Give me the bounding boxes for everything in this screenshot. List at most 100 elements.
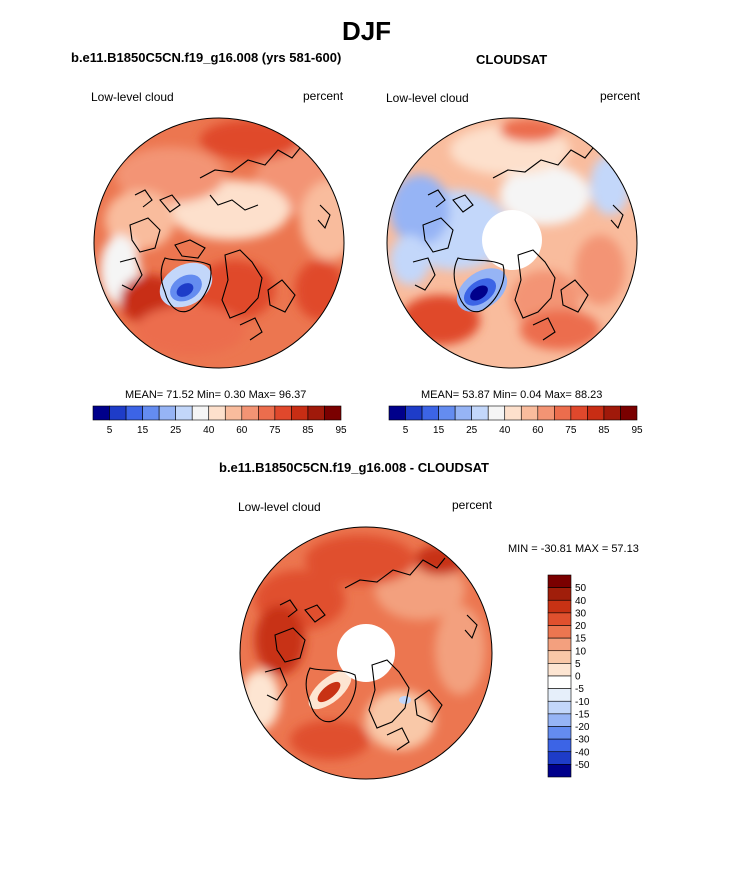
panel1-colorbar-tick-label: 75	[269, 425, 281, 436]
panel2-colorbar-swatch	[471, 405, 489, 421]
panel3-colorbar-tick-label: 20	[575, 621, 587, 632]
panel3-colorbar-tick-label: 5	[575, 659, 581, 670]
panel2-colorbar-swatch	[554, 405, 572, 421]
panel3-stats: MIN = -30.81 MAX = 57.13	[508, 543, 639, 555]
panel2-colorbar-tick-label: 60	[532, 425, 544, 436]
panel1-map	[93, 117, 345, 369]
panel2-max-label: Max=	[544, 389, 572, 401]
panel2-max-value: 88.23	[574, 389, 603, 401]
panel3-colorbar-swatch	[547, 587, 572, 601]
panel1-colorbar-tick-label: 60	[236, 425, 248, 436]
panel3-colorbar-swatch	[547, 738, 572, 753]
panel3-title: b.e11.B1850C5CN.f19_g16.008 - CLOUDSAT	[219, 460, 489, 475]
panel1-min-label: Min=	[196, 389, 222, 401]
panel2-colorbar-swatch	[454, 405, 472, 421]
panel2-colorbar-tick-label: 85	[598, 425, 610, 436]
panel1-min-value: 0.30	[224, 389, 246, 401]
panel1-colorbar-tick-label: 85	[302, 425, 314, 436]
panel2-colorbar-swatch	[537, 405, 555, 421]
panel3-colorbar-tick-label: -10	[575, 697, 590, 708]
panel3-colorbar-swatch	[547, 663, 572, 677]
main-title: DJF	[341, 16, 392, 46]
panel3-colorbar-tick-label: -15	[575, 709, 590, 720]
panel3-colorbar-swatch	[547, 688, 572, 702]
panel1-stats: MEAN= 71.52 Min= 0.30 Max= 96.37	[125, 389, 306, 401]
panel1-colorbar-tick-label: 95	[335, 425, 347, 436]
panel2-map	[386, 117, 638, 369]
panel3-colorbar-tick-label: 15	[575, 634, 587, 645]
panel1-field-label: Low-level cloud	[91, 90, 174, 104]
panel3-colorbar-swatch	[547, 726, 572, 740]
panel1-title: b.e11.B1850C5CN.f19_g16.008 (yrs 581-600…	[71, 50, 342, 65]
panel1-max-value: 96.37	[278, 389, 307, 401]
panel3-colorbar-tick-label: -30	[575, 735, 590, 746]
panel3-colorbar-swatch	[547, 625, 572, 639]
panel2-colorbar-tick-label: 15	[433, 425, 445, 436]
panel1-colorbar-swatch	[224, 405, 243, 421]
panel2-colorbar-swatch	[405, 405, 423, 421]
panel2-colorbar-swatch	[587, 405, 605, 421]
panel1-colorbar-swatch	[307, 405, 325, 421]
panel3-colorbar-tick-label: 0	[575, 672, 581, 683]
panel3-colorbar-swatch	[547, 675, 572, 689]
panel2-colorbar: 5 15 25 40 60 75 85 95	[388, 405, 643, 436]
panel2-colorbar-tick-label: 25	[466, 425, 478, 436]
panel3-colorbar-swatch	[547, 612, 572, 626]
panel3-colorbar-swatch	[547, 650, 572, 664]
panel2-title: CLOUDSAT	[476, 52, 548, 67]
panel3-colorbar-swatch	[547, 700, 572, 715]
panel2-stats: MEAN= 53.87 Min= 0.04 Max= 88.23	[421, 389, 602, 401]
panel3-colorbar-swatch	[547, 764, 572, 778]
panel3-colorbar-swatch	[547, 599, 572, 614]
panel2-colorbar-swatch	[620, 405, 638, 421]
panel3-colorbar-tick-label: -20	[575, 722, 590, 733]
panel1-colorbar-tick-label: 5	[107, 425, 113, 436]
panel3-colorbar-tick-label: 40	[575, 596, 587, 607]
panel3-colorbar-tick-label: -5	[575, 684, 584, 695]
panel2-colorbar-swatch	[438, 405, 456, 421]
panel1-colorbar-swatch	[175, 405, 193, 421]
panel1-colorbar-swatch	[324, 405, 342, 421]
panel2-colorbar-tick-label: 40	[499, 425, 511, 436]
panel2-colorbar-swatch	[520, 405, 539, 421]
panel3-colorbar-tick-label: 50	[575, 583, 587, 594]
panel3-colorbar-tick-label: 10	[575, 646, 587, 657]
panel1-colorbar-tick-label: 25	[170, 425, 182, 436]
panel2-colorbar-swatch	[603, 405, 621, 421]
panel1-colorbar-swatch	[191, 405, 210, 421]
panel1-mean-value: 71.52	[166, 389, 194, 401]
panel1-colorbar-tick-label: 15	[137, 425, 149, 436]
panel1-colorbar-swatch	[109, 405, 127, 421]
panel3-colorbar-swatch	[547, 637, 572, 652]
panel1-colorbar-swatch	[125, 405, 143, 421]
panel2-colorbar-swatch	[388, 405, 406, 421]
panel2-colorbar-swatch	[504, 405, 522, 421]
panel1-colorbar-swatch	[208, 405, 226, 421]
panel2-colorbar-tick-label: 95	[631, 425, 643, 436]
panel3-colorbar-swatch	[547, 574, 572, 588]
panel3-units: percent	[452, 498, 493, 512]
panel3-field-label: Low-level cloud	[238, 500, 321, 514]
panel2-min-label: Min=	[492, 389, 518, 401]
panel2-colorbar-swatch	[487, 405, 506, 421]
panel2-field-label: Low-level cloud	[386, 91, 469, 105]
panel1-colorbar-swatch	[274, 405, 292, 421]
panel3-colorbar-swatch	[547, 713, 572, 727]
panel1-colorbar: 5 15 25 40 60 75 85 95	[92, 405, 347, 436]
panel1-colorbar-swatch	[92, 405, 110, 421]
panel1-colorbar-swatch	[258, 405, 276, 421]
panel3-colorbar-tick-label: -50	[575, 760, 590, 771]
panel2-colorbar-swatch	[570, 405, 588, 421]
panel1-units: percent	[303, 89, 344, 103]
panel2-colorbar-tick-label: 5	[403, 425, 409, 436]
panel2-colorbar-swatch	[421, 405, 439, 421]
panel2-mean-value: 53.87	[462, 389, 490, 401]
panel1-max-label: Max=	[248, 389, 276, 401]
panel2-mean-label: MEAN=	[421, 389, 460, 401]
panel1-colorbar-swatch	[241, 405, 259, 421]
panel1-colorbar-tick-label: 40	[203, 425, 215, 436]
panel1-colorbar-swatch	[142, 405, 160, 421]
panel1-mean-label: MEAN=	[125, 389, 164, 401]
